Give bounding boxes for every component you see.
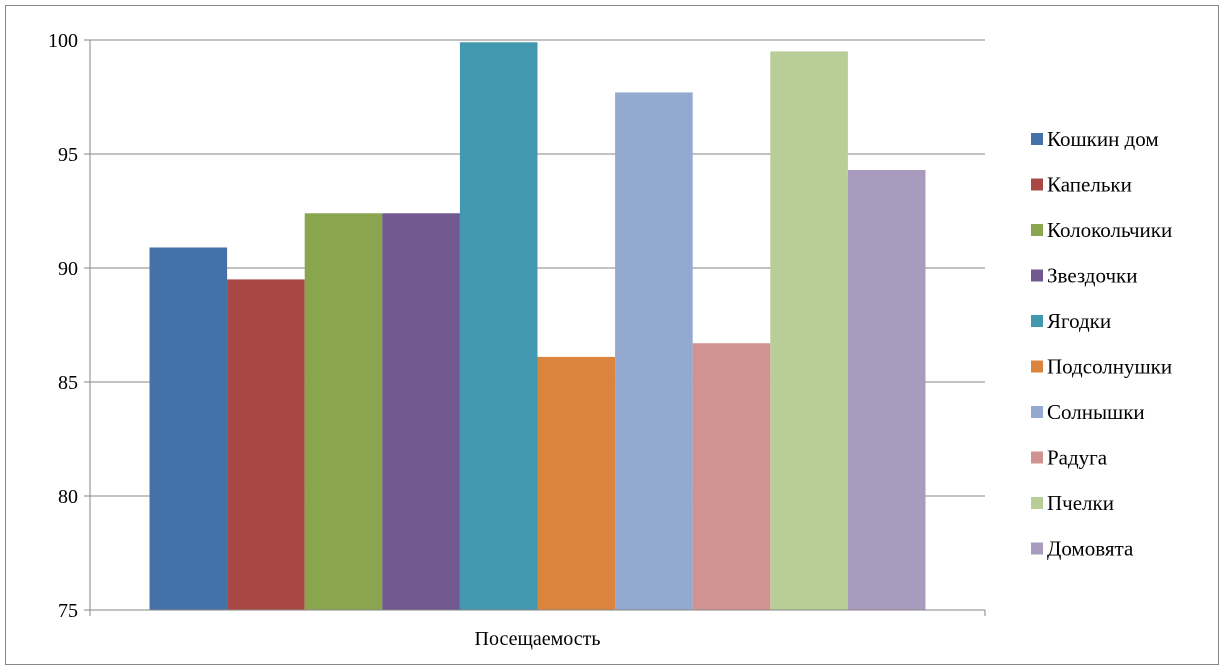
y-tick-label: 85 (58, 372, 78, 394)
y-tick-label: 95 (58, 144, 78, 166)
legend-label: Радуга (1047, 446, 1108, 470)
bar (382, 213, 460, 610)
x-tick-label: Посещаемость (475, 628, 601, 650)
legend-item: Пчелки (1031, 491, 1114, 515)
legend-item: Домовята (1031, 537, 1134, 561)
legend-label: Звездочки (1047, 264, 1137, 288)
bars (149, 42, 926, 611)
legend-item: Кошкин дом (1031, 127, 1159, 151)
legend-label: Кошкин дом (1047, 127, 1159, 151)
y-tick-label: 90 (58, 258, 78, 280)
y-tick-label: 100 (48, 30, 78, 52)
legend-item: Колокольчики (1031, 218, 1172, 242)
legend-item: Подсолнушки (1031, 355, 1172, 379)
legend-swatch (1031, 542, 1043, 555)
y-tick-label: 75 (58, 600, 78, 622)
legend-label: Ягодки (1047, 309, 1111, 333)
y-tick-labels: 75 80 85 90 95 100 (48, 30, 90, 622)
legend-item: Радуга (1031, 446, 1108, 470)
legend-swatch (1031, 224, 1043, 236)
legend-item: Звездочки (1031, 264, 1137, 288)
x-tick-labels: Посещаемость (89, 610, 986, 650)
legend-swatch (1031, 406, 1043, 418)
bar (537, 356, 616, 610)
bar (692, 343, 771, 610)
bar (304, 213, 383, 610)
bar (770, 51, 848, 610)
legend: Кошкин дом Капельки Колокольчики Звездочки Я… (1031, 127, 1172, 561)
legend-label: Капельки (1047, 173, 1132, 197)
legend-item: Солнышки (1031, 400, 1145, 424)
legend-swatch (1031, 497, 1043, 509)
axes (89, 40, 985, 611)
legend-swatch (1031, 360, 1043, 373)
bar (459, 42, 538, 610)
legend-label: Пчелки (1047, 491, 1114, 515)
legend-item: Капельки (1031, 173, 1132, 197)
y-tick-label: 80 (58, 486, 78, 508)
legend-label: Солнышки (1047, 400, 1145, 424)
legend-label: Колокольчики (1047, 218, 1172, 242)
bar (615, 92, 693, 610)
legend-item: Ягодки (1031, 309, 1111, 333)
legend-label: Домовята (1047, 537, 1134, 561)
bar (149, 247, 228, 611)
legend-swatch (1031, 315, 1043, 327)
bar (227, 279, 305, 610)
legend-swatch (1031, 178, 1043, 191)
legend-swatch (1031, 269, 1043, 282)
legend-label: Подсолнушки (1047, 355, 1172, 379)
bar (847, 169, 926, 610)
legend-swatch (1031, 451, 1043, 464)
legend-swatch (1031, 133, 1043, 145)
